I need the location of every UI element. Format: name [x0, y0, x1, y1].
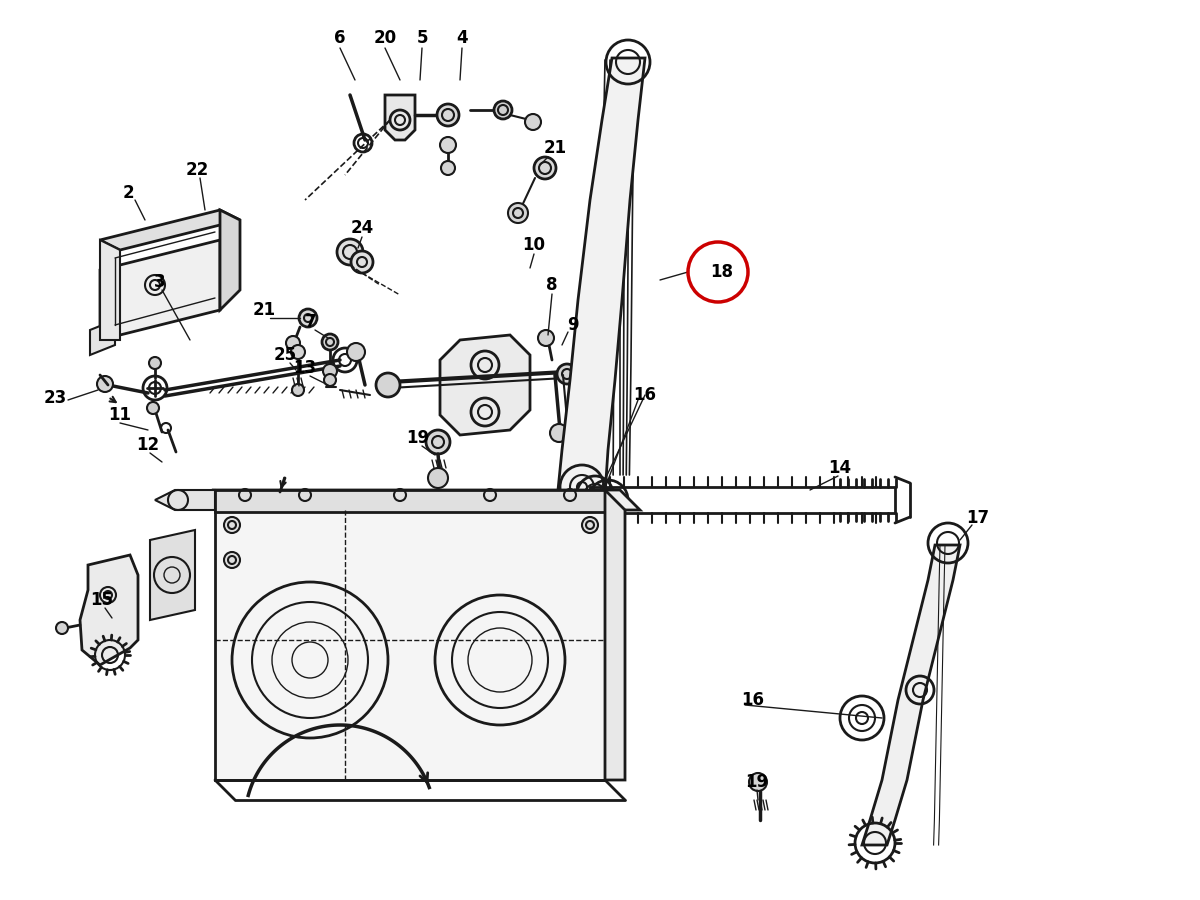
Circle shape — [97, 376, 113, 392]
Circle shape — [299, 309, 317, 327]
Text: 21: 21 — [252, 301, 276, 319]
Text: 21: 21 — [544, 139, 566, 157]
Polygon shape — [90, 320, 115, 355]
Circle shape — [324, 374, 336, 386]
Circle shape — [442, 161, 455, 175]
Circle shape — [149, 357, 161, 369]
Circle shape — [148, 402, 158, 414]
Circle shape — [538, 330, 554, 346]
Polygon shape — [558, 58, 646, 495]
Text: 22: 22 — [185, 161, 209, 179]
Text: 16: 16 — [742, 691, 764, 709]
Text: 13: 13 — [294, 359, 317, 377]
Polygon shape — [100, 240, 120, 340]
Text: 17: 17 — [966, 509, 990, 527]
Polygon shape — [155, 490, 215, 510]
Circle shape — [286, 336, 300, 350]
Text: 10: 10 — [522, 236, 546, 254]
Polygon shape — [100, 240, 220, 340]
Circle shape — [292, 384, 304, 396]
Circle shape — [749, 773, 767, 791]
Circle shape — [550, 424, 568, 442]
Polygon shape — [80, 555, 138, 665]
Bar — [215, 490, 605, 512]
Circle shape — [376, 373, 400, 397]
Circle shape — [557, 364, 577, 384]
Bar — [215, 510, 605, 780]
Polygon shape — [440, 335, 530, 435]
Polygon shape — [100, 210, 240, 250]
Circle shape — [494, 101, 512, 119]
Text: 3: 3 — [154, 273, 166, 291]
Text: 25: 25 — [274, 346, 296, 364]
Text: 4: 4 — [456, 29, 468, 47]
Text: 9: 9 — [568, 316, 578, 334]
Circle shape — [56, 622, 68, 634]
Polygon shape — [862, 545, 960, 845]
Text: 6: 6 — [335, 29, 346, 47]
Text: 7: 7 — [305, 313, 317, 331]
Polygon shape — [385, 95, 415, 140]
Text: 12: 12 — [137, 436, 160, 454]
Circle shape — [440, 137, 456, 153]
Text: 11: 11 — [108, 406, 132, 424]
Polygon shape — [150, 530, 194, 620]
Circle shape — [526, 114, 541, 130]
Circle shape — [437, 104, 458, 126]
Circle shape — [508, 203, 528, 223]
Circle shape — [292, 345, 305, 359]
Text: 5: 5 — [416, 29, 427, 47]
Text: 2: 2 — [122, 184, 134, 202]
Text: 15: 15 — [90, 591, 114, 609]
Polygon shape — [605, 490, 625, 780]
Circle shape — [534, 157, 556, 179]
Circle shape — [322, 334, 338, 350]
Text: 19: 19 — [745, 773, 768, 791]
Text: 16: 16 — [634, 386, 656, 404]
Circle shape — [224, 517, 240, 533]
Text: 23: 23 — [43, 389, 67, 407]
Text: 20: 20 — [373, 29, 396, 47]
Circle shape — [426, 430, 450, 454]
Circle shape — [224, 552, 240, 568]
Circle shape — [428, 468, 448, 488]
Text: 18: 18 — [710, 263, 733, 281]
Circle shape — [352, 251, 373, 273]
Text: 24: 24 — [350, 219, 373, 237]
Polygon shape — [220, 210, 240, 310]
Circle shape — [323, 364, 337, 378]
Circle shape — [582, 517, 598, 533]
Text: 14: 14 — [828, 459, 852, 477]
Circle shape — [337, 239, 364, 265]
Text: 8: 8 — [546, 276, 558, 294]
Polygon shape — [215, 490, 640, 510]
Text: 19: 19 — [407, 429, 430, 447]
Circle shape — [347, 343, 365, 361]
